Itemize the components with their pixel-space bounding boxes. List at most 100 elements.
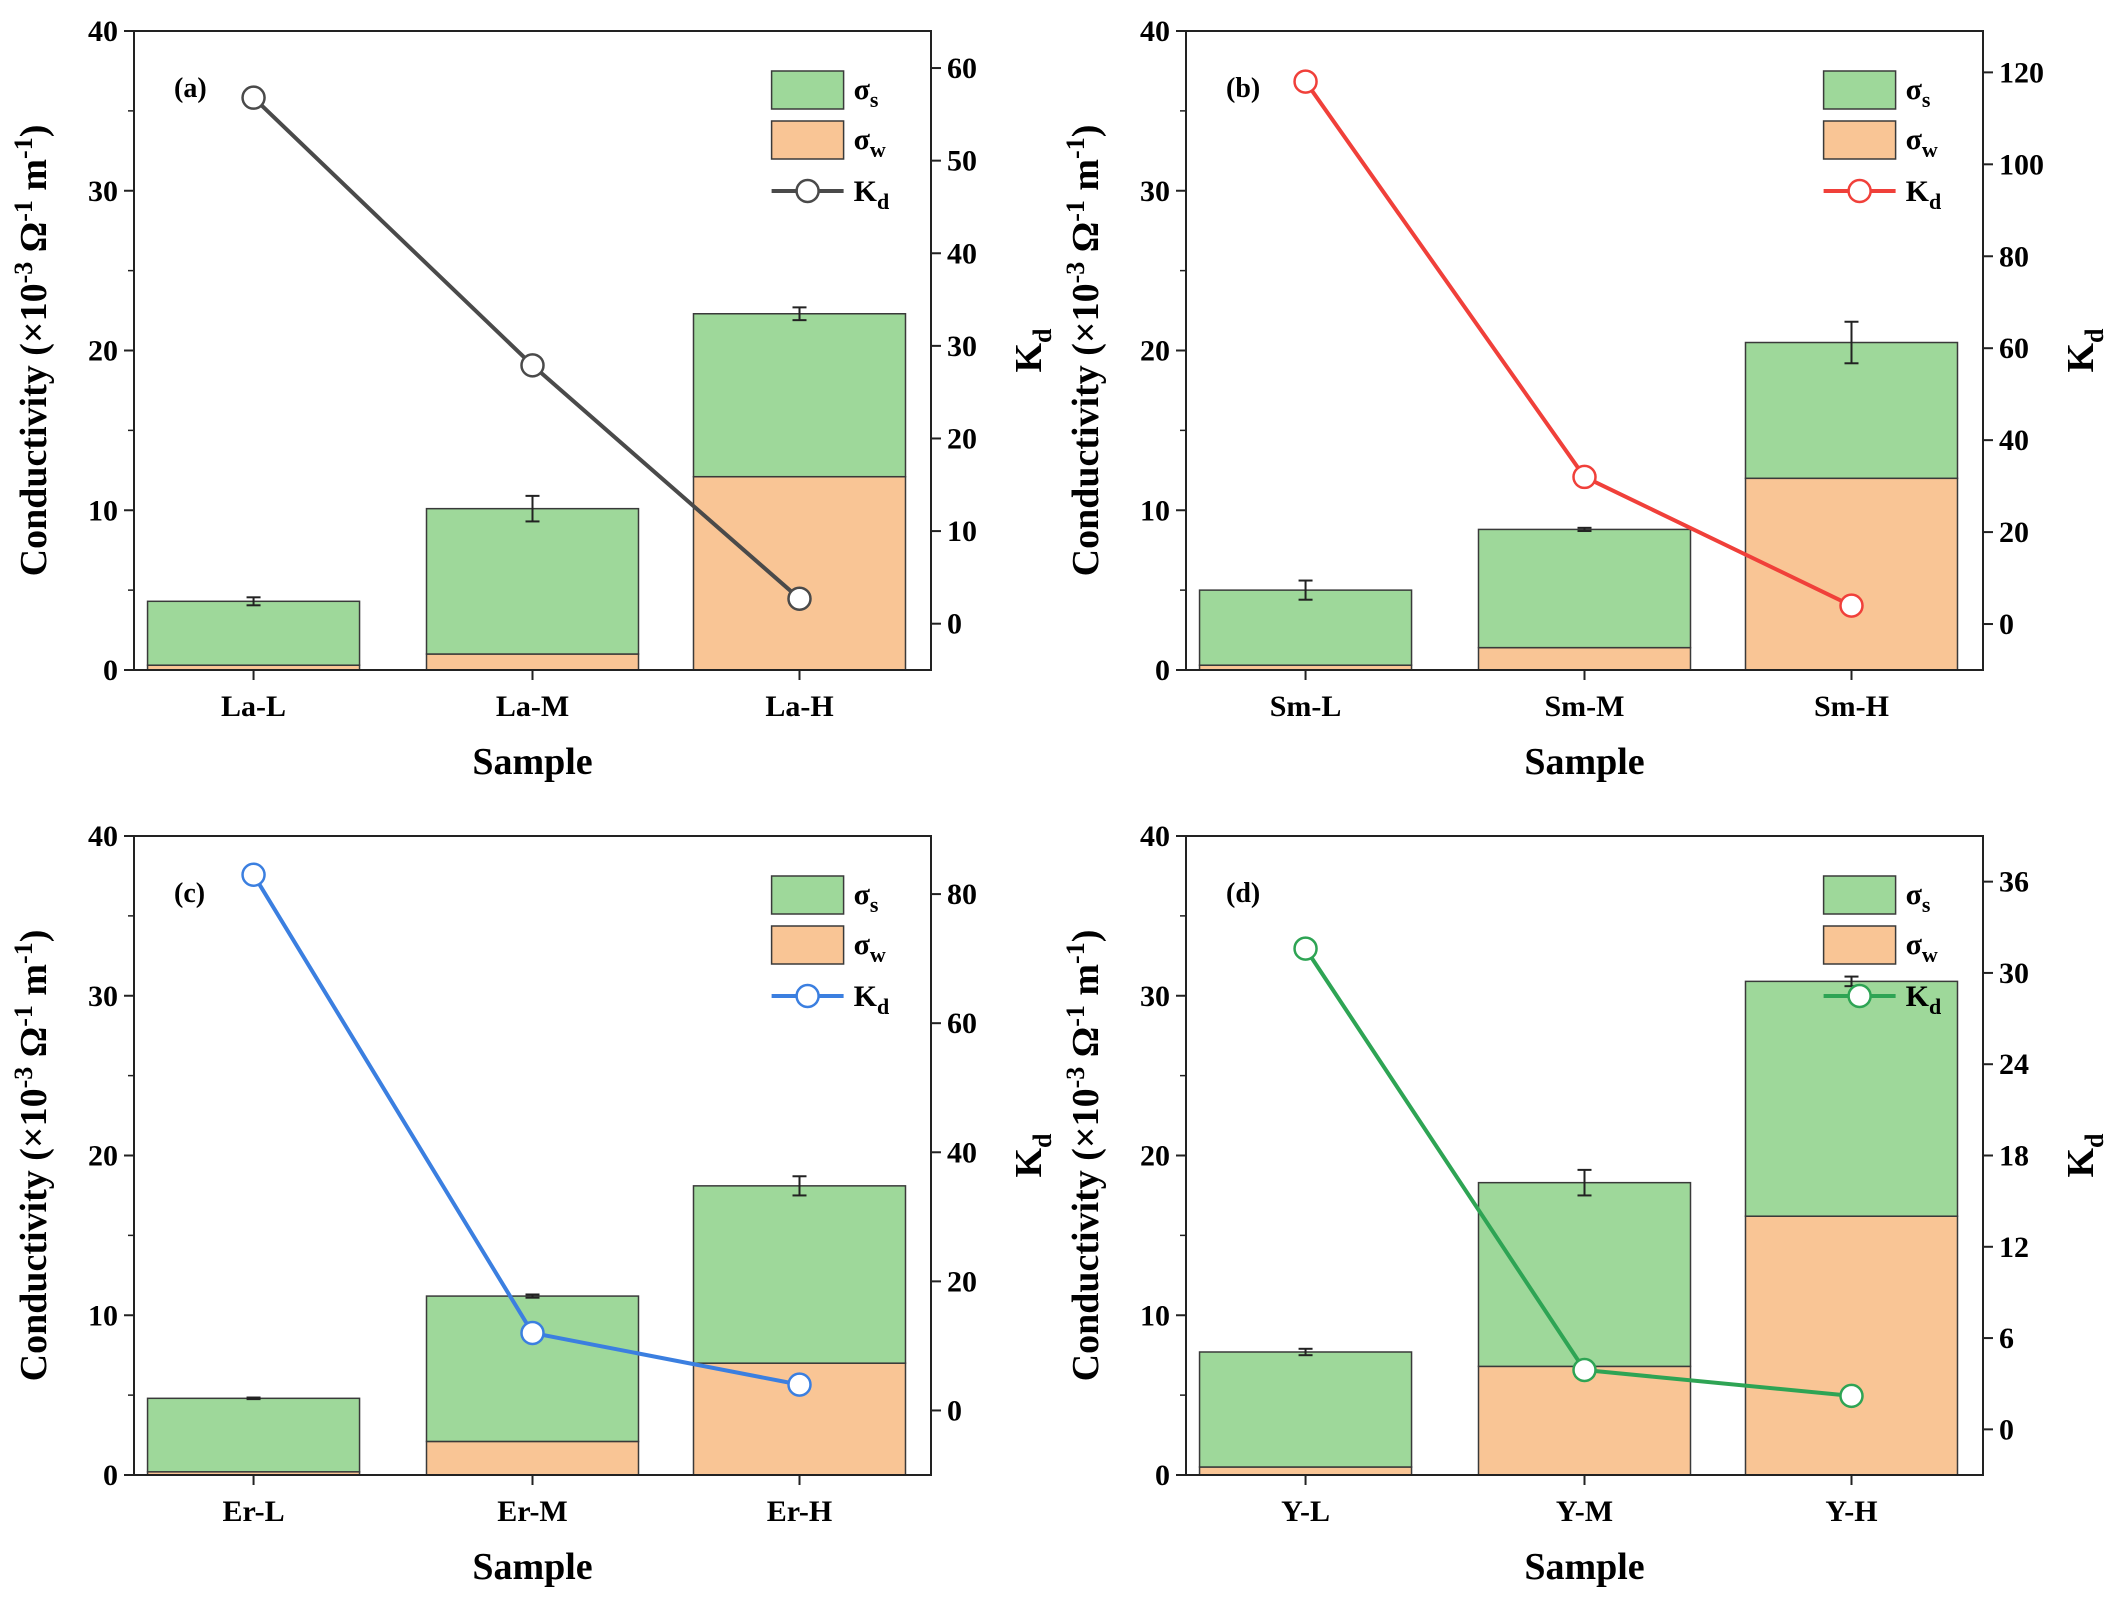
kd-point-Er-L [241, 862, 266, 887]
y2-tick-label: 36 [1999, 866, 2029, 899]
legend: σs σw Kd [1822, 70, 1942, 214]
bar-sigma-s-Y-H [1744, 980, 1959, 1217]
bar-sigma-w-La-M [425, 653, 640, 671]
legend-label-sigma-s: σs [1906, 878, 1931, 917]
x-tick-label-La-H: La-H [765, 690, 833, 723]
legend: σs σw Kd [770, 875, 890, 1019]
y2-tick-label: 100 [1999, 148, 2044, 181]
y2-axis-title: Kd [1008, 328, 1057, 373]
kd-point-Y-M [1572, 1357, 1597, 1383]
bar-sigma-s-La-H [692, 313, 907, 478]
bar-sigma-w-Y-H [1744, 1215, 1959, 1476]
y-axis-title: Conductivity (×10-3 Ω-1 m-1) [1061, 125, 1107, 577]
y2-tick-label: 10 [947, 515, 977, 548]
panel-label: (d) [1226, 878, 1260, 909]
legend-label-sigma-s: σs [854, 73, 879, 112]
y2-axis-title: Kd [2060, 1133, 2109, 1178]
y2-tick-label: 50 [947, 145, 977, 178]
panel-d: 0 10 20 30 40 0 6 12 18 24 30 36 Y-L Y-M Y-H Sample Cond… [1061, 820, 2109, 1588]
kd-point-Sm-L [1293, 69, 1318, 94]
kd-point-Er-H [787, 1372, 812, 1397]
y-tick-label: 10 [88, 494, 118, 527]
y-tick-label: 40 [1140, 15, 1170, 48]
legend-marker-kd [1847, 983, 1872, 1009]
legend-swatch-sigma-w [1822, 120, 1897, 160]
y-tick-label: 40 [88, 820, 118, 853]
bar-sigma-s-Sm-L [1198, 589, 1413, 666]
kd-point-Y-H [1839, 1383, 1864, 1409]
bar-sigma-s-Sm-M [1477, 528, 1692, 649]
y-tick-label: 0 [1155, 1459, 1170, 1492]
x-tick-label-Er-L: Er-L [222, 1495, 284, 1528]
legend-label-kd: Kd [1906, 175, 1942, 214]
y-tick-label: 10 [1140, 494, 1170, 527]
panel-b: 0 10 20 30 40 0 20 40 60 80 100 120 Sm-L Sm-M Sm-H Samp… [1061, 15, 2109, 783]
y2-tick-label: 24 [1999, 1048, 2029, 1081]
x-tick-label-Er-H: Er-H [767, 1495, 833, 1528]
bar-sigma-s-La-M [425, 507, 640, 655]
kd-point-Er-M [520, 1320, 545, 1346]
bar-sigma-w-Er-M [425, 1440, 640, 1476]
bar-sigma-s-Y-M [1477, 1181, 1692, 1368]
legend-label-kd: Kd [1906, 980, 1942, 1019]
y2-tick-label: 0 [947, 1394, 962, 1427]
kd-point-Sm-H [1839, 593, 1864, 618]
x-tick-label-Er-M: Er-M [497, 1495, 568, 1528]
y2-tick-label: 30 [1999, 957, 2029, 990]
y2-tick-label: 80 [947, 878, 977, 911]
y2-tick-label: 18 [1999, 1140, 2029, 1173]
y2-tick-label: 120 [1999, 56, 2044, 89]
legend-label-sigma-w: σw [854, 928, 886, 967]
y-tick-label: 0 [1155, 654, 1170, 687]
x-tick-label-La-L: La-L [221, 690, 286, 723]
y2-tick-label: 12 [1999, 1231, 2029, 1264]
y2-axis-title: Kd [1008, 1133, 1057, 1178]
legend-label-sigma-s: σs [854, 878, 879, 917]
x-tick-label-Y-H: Y-H [1825, 1495, 1877, 1528]
y2-tick-label: 60 [947, 1007, 977, 1040]
y2-tick-label: 40 [947, 1136, 977, 1169]
x-tick-label-La-M: La-M [496, 690, 569, 723]
panel-label: (b) [1226, 73, 1260, 104]
x-tick-label-Sm-M: Sm-M [1545, 690, 1625, 723]
y-tick-label: 30 [1140, 175, 1170, 208]
bar-sigma-w-La-H [692, 475, 907, 671]
y2-tick-label: 0 [947, 608, 962, 641]
legend-label-kd: Kd [854, 980, 890, 1019]
legend: σs σw Kd [770, 70, 890, 214]
kd-point-La-H [787, 586, 812, 611]
legend-marker-kd [795, 178, 820, 204]
y2-tick-label: 0 [1999, 608, 2014, 641]
y2-tick-label: 60 [947, 52, 977, 85]
legend-swatch-sigma-w [770, 120, 845, 160]
y-tick-label: 30 [88, 980, 118, 1013]
legend: σs σw Kd [1822, 875, 1942, 1019]
bar-sigma-s-Y-L [1198, 1351, 1413, 1468]
y2-tick-label: 20 [1999, 516, 2029, 549]
y2-tick-label: 60 [1999, 332, 2029, 365]
y-axis-title: Conductivity (×10-3 Ω-1 m-1) [9, 930, 55, 1382]
legend-swatch-sigma-s [770, 875, 845, 915]
y-tick-label: 0 [103, 654, 118, 687]
legend-marker-kd [795, 983, 820, 1009]
x-tick-label-Sm-H: Sm-H [1814, 690, 1889, 723]
legend-swatch-sigma-w [770, 925, 845, 965]
x-axis-title: Sample [1524, 1546, 1644, 1588]
legend-swatch-sigma-s [1822, 875, 1897, 915]
y-axis-title: Conductivity (×10-3 Ω-1 m-1) [1061, 930, 1107, 1382]
y2-tick-label: 30 [947, 330, 977, 363]
panel-label: (a) [174, 73, 207, 104]
kd-point-La-L [241, 85, 266, 110]
legend-label-kd: Kd [854, 175, 890, 214]
kd-point-Sm-M [1572, 464, 1597, 490]
legend-label-sigma-w: σw [1906, 928, 1938, 967]
legend-label-sigma-w: σw [1906, 123, 1938, 162]
bar-sigma-s-Er-L [146, 1397, 361, 1473]
legend-label-sigma-w: σw [854, 123, 886, 162]
legend-swatch-sigma-s [1822, 70, 1897, 110]
y2-tick-label: 6 [1999, 1322, 2014, 1355]
legend-marker-kd [1847, 178, 1872, 204]
x-tick-label-Y-M: Y-M [1556, 1495, 1613, 1528]
bar-sigma-w-Sm-M [1477, 646, 1692, 671]
